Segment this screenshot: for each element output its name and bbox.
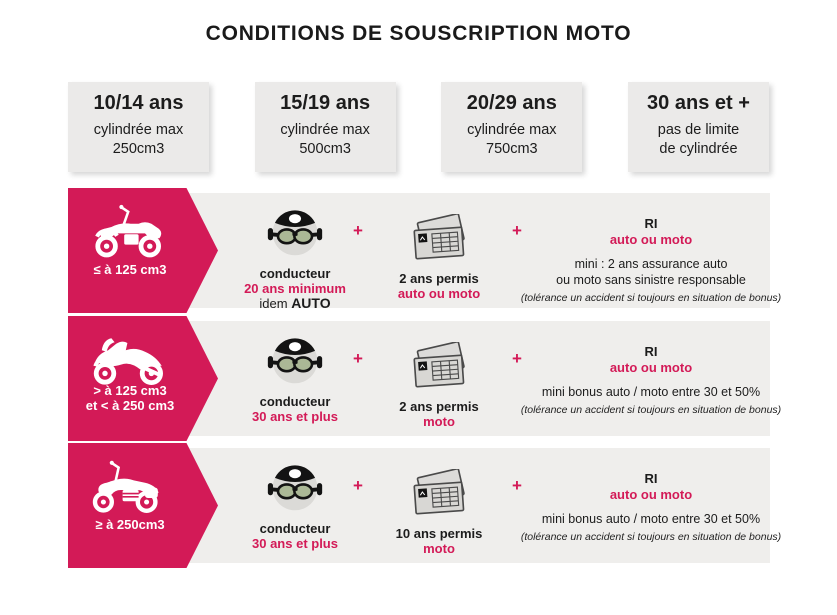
age-box-20-29: 20/29 ans cylindrée max 750cm3 xyxy=(441,82,583,172)
permit-condition: 2 ans permis moto xyxy=(364,316,514,429)
ri-type: auto ou moto xyxy=(609,487,693,502)
age-range: 20/29 ans xyxy=(466,92,557,114)
age-box-detail: cylindrée max 750cm3 xyxy=(467,122,557,157)
goggles-helmet-icon xyxy=(267,462,323,512)
plus-icon: + xyxy=(353,349,363,368)
engine-class-arrow: > à 125 cm3 et < à 250 cm3 xyxy=(68,316,218,441)
plus-icon: + xyxy=(512,476,522,495)
permit-condition: 10 ans permis moto xyxy=(364,443,514,556)
driver-label: conducteur xyxy=(259,521,331,536)
ri-condition: RI auto ou moto mini : 2 ans assurance a… xyxy=(516,216,786,305)
ri-tolerance-note: (tolérance un accident si toujours en si… xyxy=(520,404,782,416)
engine-size-label: ≤ à 125 cm3 xyxy=(93,262,167,277)
engine-class-arrow: ≤ à 125 cm3 xyxy=(68,188,218,313)
driver-condition: conducteur 30 ans et plus xyxy=(220,316,370,424)
age-box-detail: pas de limite de cylindrée xyxy=(657,122,740,157)
permit-label: 2 ans permis xyxy=(399,271,479,286)
age-range: 15/19 ans xyxy=(280,92,371,114)
ri-condition: RI auto ou moto mini bonus auto / moto e… xyxy=(516,344,786,417)
driver-age-requirement: 30 ans et plus xyxy=(252,409,338,424)
permit-label: 2 ans permis xyxy=(399,399,479,414)
permit-type: moto xyxy=(423,414,455,429)
ri-detail: mini bonus auto / moto entre 30 et 50% xyxy=(541,512,761,526)
age-box-15-19: 15/19 ans cylindrée max 500cm3 xyxy=(254,82,396,172)
plus-icon: + xyxy=(512,221,522,240)
trail-bike-icon xyxy=(86,203,172,259)
age-box-30-plus: 30 ans et + pas de limite de cylindrée xyxy=(627,82,769,172)
goggles-helmet-icon xyxy=(267,207,323,257)
permit-type: auto ou moto xyxy=(397,286,481,301)
page-title: CONDITIONS DE SOUSCRIPTION MOTO xyxy=(205,22,632,45)
driver-label: conducteur xyxy=(259,394,331,409)
sport-bike-icon xyxy=(86,331,172,387)
driver-age-requirement: 20 ans minimum xyxy=(244,281,346,296)
goggles-helmet-icon xyxy=(267,335,323,385)
ri-tolerance-note: (tolérance un accident si toujours en si… xyxy=(520,531,782,543)
ri-label: RI xyxy=(644,471,658,486)
ri-type: auto ou moto xyxy=(609,360,693,375)
plus-icon: + xyxy=(353,221,363,240)
ri-tolerance-note: (tolérance un accident si toujours en si… xyxy=(520,292,782,304)
license-cards-icon xyxy=(407,342,471,390)
age-range: 30 ans et + xyxy=(647,92,750,114)
ri-detail: mini bonus auto / moto entre 30 et 50% xyxy=(541,385,761,399)
permit-type: moto xyxy=(423,541,455,556)
age-boxes: 10/14 ans cylindrée max 250cm3 15/19 ans… xyxy=(68,82,769,172)
plus-icon: + xyxy=(353,476,363,495)
driver-label: conducteur xyxy=(259,266,331,281)
age-box-10-14: 10/14 ans cylindrée max 250cm3 xyxy=(68,82,209,172)
age-box-detail: cylindrée max 500cm3 xyxy=(280,122,370,157)
permit-condition: 2 ans permis auto ou moto xyxy=(364,188,514,301)
engine-class-arrow: ≥ à 250cm3 xyxy=(68,443,218,568)
ri-label: RI xyxy=(644,216,658,231)
engine-size-label: > à 125 cm3 et < à 250 cm3 xyxy=(85,383,175,413)
driver-condition: conducteur 30 ans et plus xyxy=(220,443,370,551)
condition-row-250cm3-plus: ≥ à 250cm3 conducteur 30 ans et plus + 1… xyxy=(68,443,781,568)
license-cards-icon xyxy=(407,469,471,517)
condition-row-125cm3: ≤ à 125 cm3 conducteur 20 ans minimum id… xyxy=(68,188,781,313)
ri-label: RI xyxy=(644,344,658,359)
license-cards-icon xyxy=(407,214,471,262)
age-range: 10/14 ans xyxy=(93,92,184,114)
driver-extra-requirement: idem AUTO xyxy=(259,295,331,312)
engine-size-label: ≥ à 250cm3 xyxy=(95,517,165,532)
plus-icon: + xyxy=(512,349,522,368)
permit-label: 10 ans permis xyxy=(395,526,483,541)
condition-row-125-250cm3: > à 125 cm3 et < à 250 cm3 conducteur 30… xyxy=(68,316,781,441)
age-box-detail: cylindrée max 250cm3 xyxy=(93,122,184,157)
ri-detail: mini : 2 ans assurance auto ou moto sans… xyxy=(556,257,746,287)
ri-condition: RI auto ou moto mini bonus auto / moto e… xyxy=(516,471,786,544)
ri-type: auto ou moto xyxy=(609,232,693,247)
driver-age-requirement: 30 ans et plus xyxy=(252,536,338,551)
driver-condition: conducteur 20 ans minimum idem AUTO xyxy=(220,188,370,311)
cruiser-bike-icon xyxy=(86,458,172,514)
